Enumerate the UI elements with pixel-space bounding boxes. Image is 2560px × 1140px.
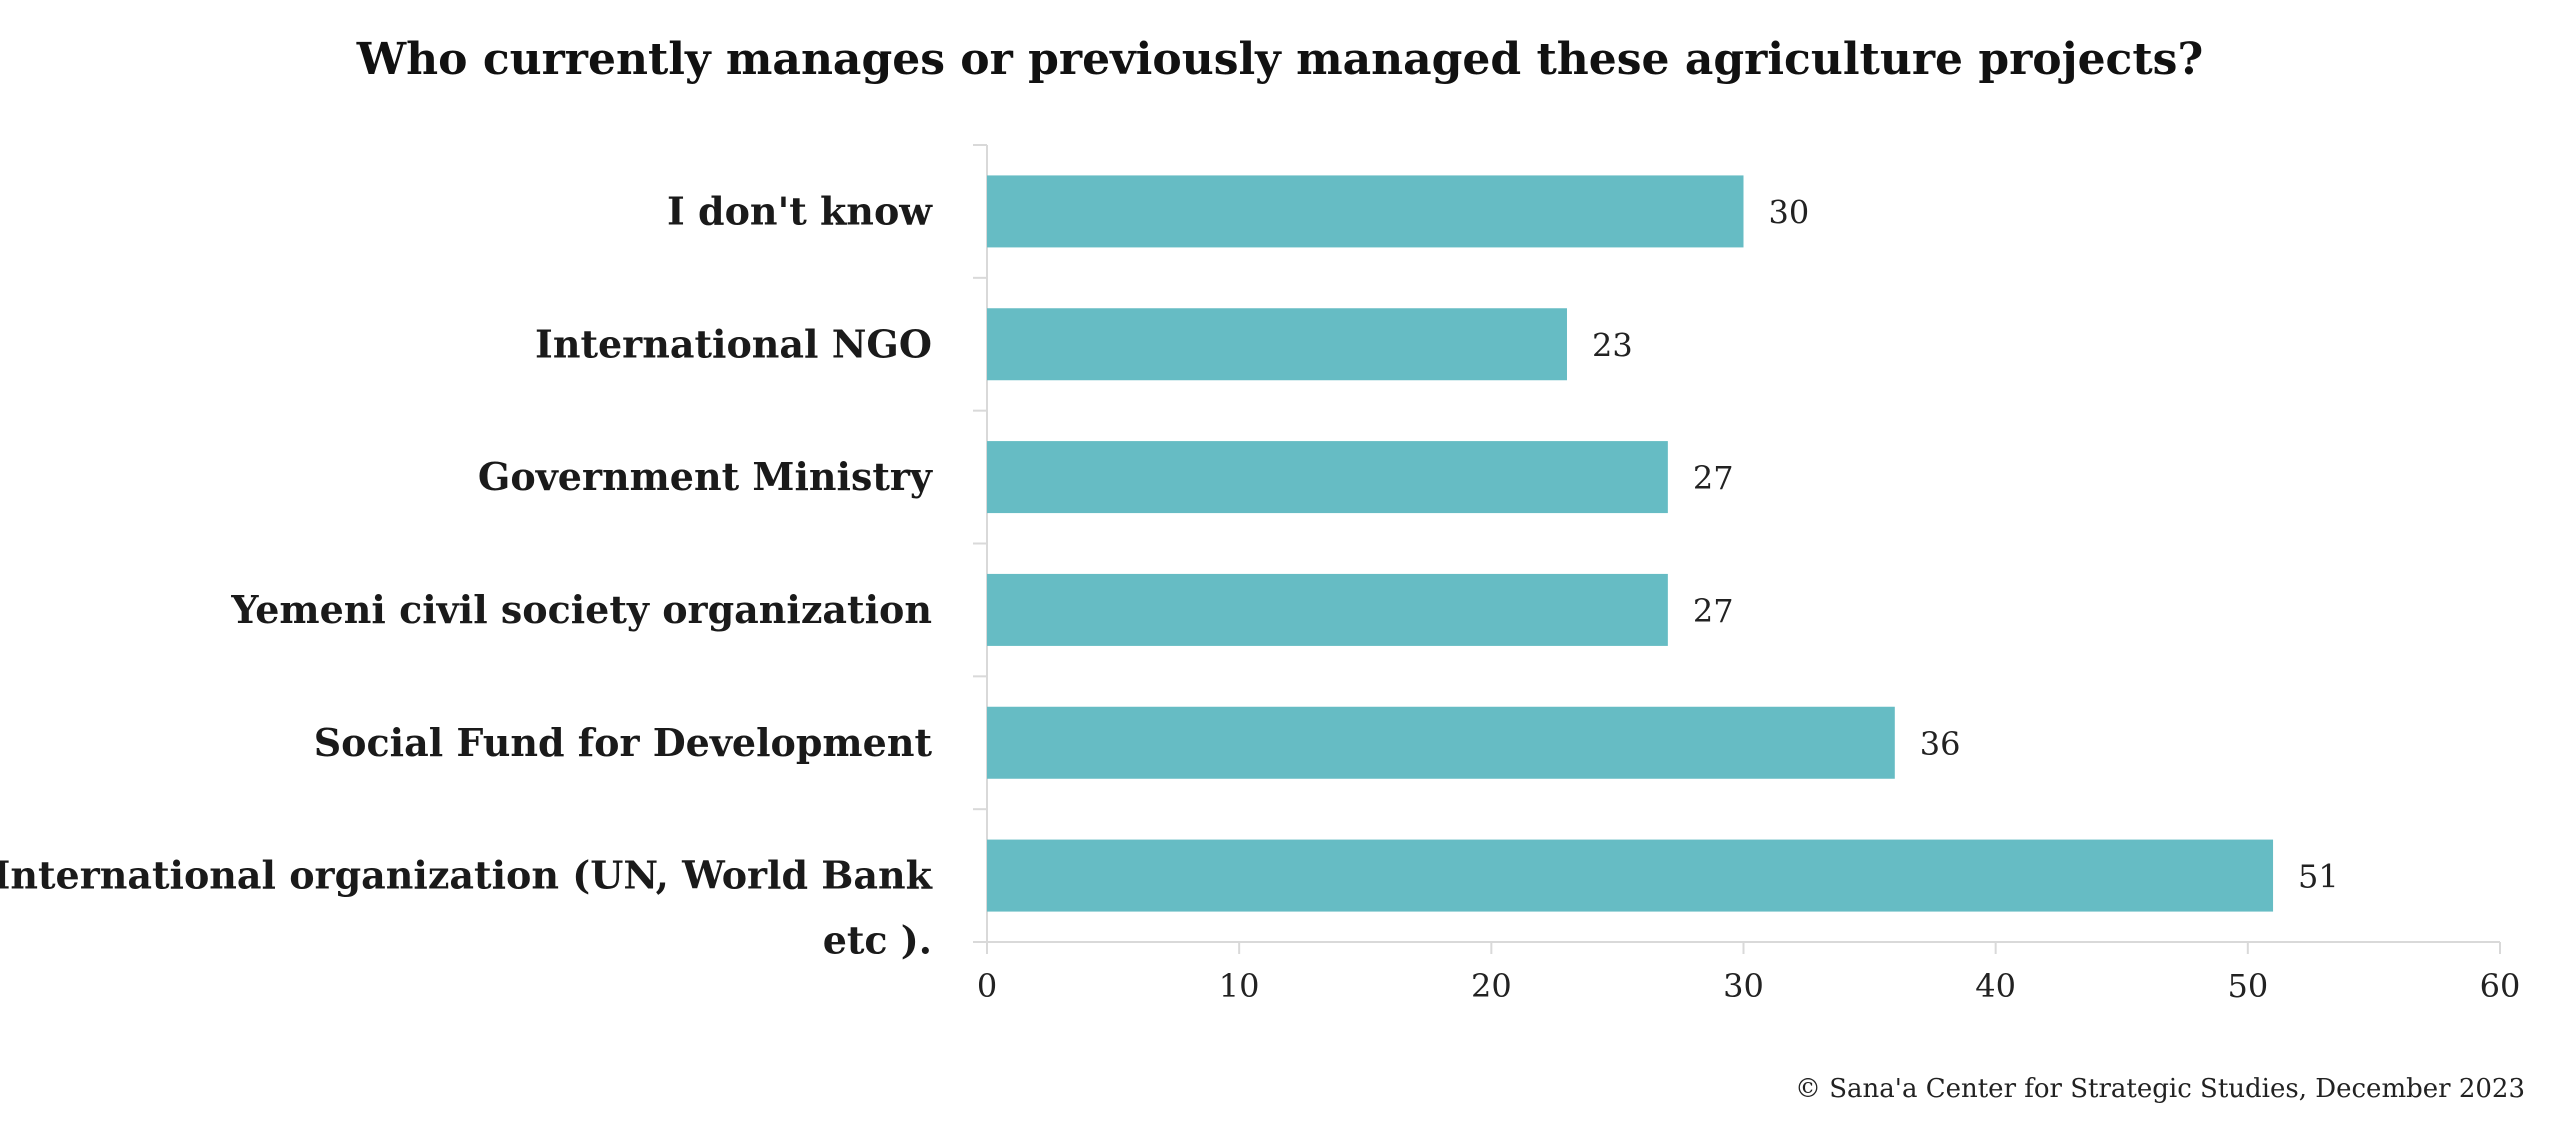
category-label: Social Fund for Development: [314, 720, 933, 765]
category-label: Yemeni civil society organization: [230, 587, 932, 632]
data-label: 23: [1592, 326, 1633, 364]
category-label: I don't know: [667, 188, 933, 233]
source-credit: © Sana'a Center for Strategic Studies, D…: [1795, 1074, 2525, 1104]
x-tick-label: 0: [977, 967, 997, 1005]
x-tick-label: 30: [1723, 967, 1764, 1005]
plot-area: 0 10 20 30 40 50 60 30 I don't know 23 Internation…: [0, 144, 2521, 1005]
data-label: 27: [1693, 459, 1734, 497]
data-label: 36: [1920, 725, 1961, 763]
category-label: Government Ministry: [478, 454, 933, 499]
bar: [987, 573, 1668, 646]
x-tick-label: 10: [1219, 967, 1260, 1005]
bar: [987, 839, 2274, 912]
x-tick-label: 50: [2227, 967, 2268, 1005]
x-tick-label: 60: [2480, 967, 2521, 1005]
data-label: 27: [1693, 592, 1734, 630]
bar: [987, 175, 1744, 248]
chart-title: Who currently manages or previously mana…: [356, 34, 2203, 85]
bar: [987, 441, 1668, 514]
x-tick-label: 40: [1975, 967, 2016, 1005]
data-label: 51: [2298, 858, 2339, 896]
category-label: International NGO: [535, 321, 932, 366]
bar: [987, 706, 1895, 779]
bar: [987, 308, 1567, 381]
category-label: International organization (UN, World Ba…: [0, 853, 933, 963]
data-label: 30: [1769, 193, 1810, 231]
x-tick-label: 20: [1471, 967, 1512, 1005]
